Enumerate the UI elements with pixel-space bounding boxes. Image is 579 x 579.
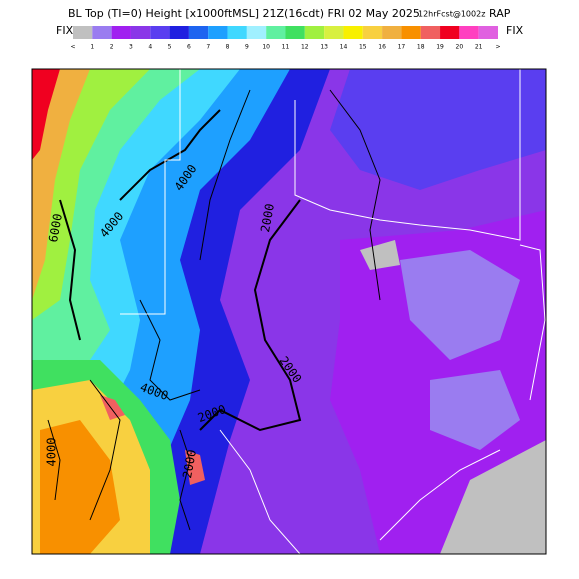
- colorbar-label: 13: [320, 44, 328, 51]
- colorbar-label: 7: [206, 44, 210, 51]
- colorbar-swatch: [401, 26, 421, 39]
- colorbar-swatch: [130, 26, 151, 39]
- colorbar-label: 21: [475, 44, 483, 51]
- colorbar-swatch: [382, 26, 402, 39]
- contour-label: 2000: [180, 448, 199, 479]
- colorbar-label: >: [495, 44, 500, 51]
- fix-right: FIX: [506, 24, 524, 37]
- colorbar-label: 15: [359, 44, 367, 51]
- colorbar-swatch: [73, 26, 93, 39]
- colorbar-label: 19: [436, 44, 444, 51]
- colorbar: <1 2 3 4 5 6 7 8 9 10 11 12 13 14 15 16 17 18 19 20 21 >: [70, 26, 501, 51]
- colorbar-label: 8: [226, 44, 230, 51]
- colorbar-swatch: [208, 26, 228, 39]
- colorbar-swatch: [459, 26, 479, 39]
- contour-label: 2000: [258, 202, 277, 233]
- map-frame: [31, 68, 547, 555]
- model-label: RAP: [489, 7, 511, 20]
- colorbar-label: 16: [378, 44, 386, 51]
- fix-left: FIX: [56, 24, 74, 37]
- colorbar-label: 14: [340, 44, 348, 51]
- colorbar-swatch: [111, 26, 131, 39]
- colorbar-label: 18: [417, 44, 425, 51]
- colorbar-swatch: [440, 26, 460, 39]
- colorbar-swatch: [362, 26, 383, 39]
- map: 6000 4000 4000 2000 2000 4000 2000 4000 …: [31, 68, 547, 555]
- colorbar-swatch: [478, 26, 498, 39]
- colorbar-swatch: [227, 26, 247, 39]
- contour-label: 6000: [46, 212, 65, 243]
- colorbar-swatch: [343, 26, 363, 39]
- colorbar-label: 5: [168, 44, 172, 51]
- colorbar-swatch: [266, 26, 286, 39]
- colorbar-swatch: [169, 26, 189, 39]
- colorbar-swatch: [304, 26, 325, 39]
- colorbar-swatch: [150, 26, 170, 39]
- colorbar-swatch: [285, 26, 305, 39]
- colorbar-label: 3: [129, 44, 133, 51]
- colorbar-label: 12: [301, 44, 309, 51]
- colorbar-swatch: [324, 26, 344, 39]
- map-field: [32, 69, 546, 554]
- colorbar-label: 2: [110, 44, 114, 51]
- contour-label: 4000: [45, 438, 59, 467]
- colorbar-swatch: [246, 26, 267, 39]
- colorbar-label: <: [70, 44, 75, 51]
- colorbar-label: 4: [148, 44, 152, 51]
- colorbar-label: 17: [398, 44, 406, 51]
- colorbar-swatch: [92, 26, 112, 39]
- colorbar-label: 9: [245, 44, 249, 51]
- colorbar-label: 11: [282, 44, 290, 51]
- forecast-label: 12hrFcst@1002z: [418, 10, 485, 19]
- colorbar-label: 20: [456, 44, 464, 51]
- colorbar-swatch: [188, 26, 209, 39]
- colorbar-swatch: [420, 26, 441, 39]
- map-title: BL Top (TI=0) Height [x1000ftMSL] 21Z(16…: [68, 7, 420, 20]
- colorbar-label: 10: [262, 44, 270, 51]
- colorbar-label: 1: [90, 44, 94, 51]
- colorbar-label: 6: [187, 44, 191, 51]
